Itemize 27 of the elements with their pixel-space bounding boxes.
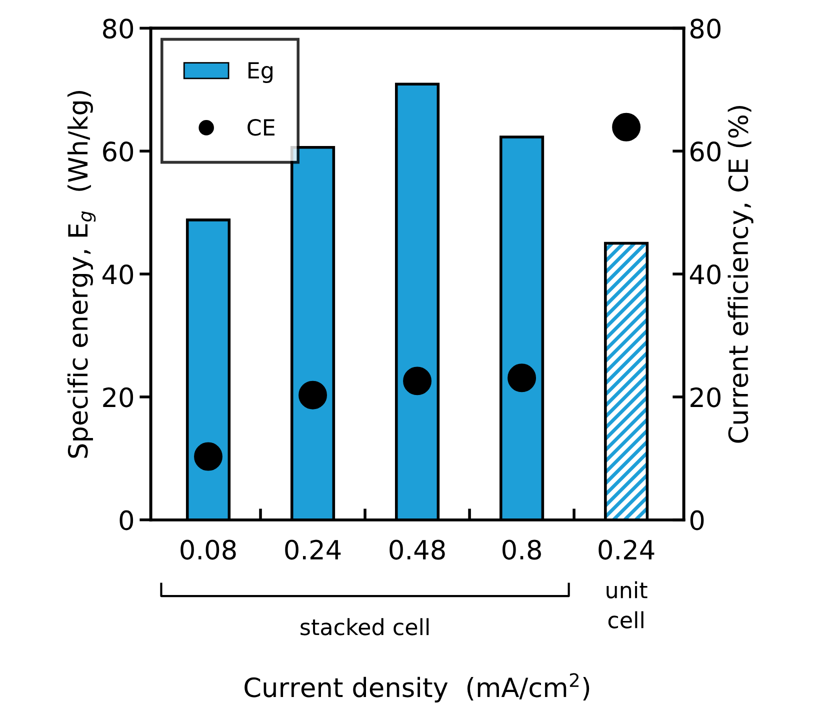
y-tick-label: 40 bbox=[102, 264, 134, 284]
y-tick-label: 20 bbox=[103, 387, 134, 408]
x-tick-label: 0.08 bbox=[180, 540, 236, 560]
legend-label: Eg bbox=[248, 62, 272, 84]
y2-axis-title: Current efficiency, CE (%) bbox=[728, 106, 754, 443]
y2-tick-label: 40 bbox=[690, 264, 720, 284]
y2-tick-label: 60 bbox=[690, 142, 720, 162]
legend-label: CE bbox=[248, 118, 274, 136]
point bbox=[612, 112, 641, 142]
text: unit cell bbox=[606, 581, 648, 628]
x-axis-title: Current density (mA/cm$^{2}$) bbox=[244, 673, 590, 702]
x-tick-label: 0.24 bbox=[598, 540, 654, 560]
y2-tick-label: 80 bbox=[690, 18, 720, 39]
point bbox=[403, 366, 432, 396]
x-tick-label: 0.8 bbox=[502, 540, 541, 560]
point bbox=[298, 380, 327, 410]
y-tick-label: 80 bbox=[103, 18, 134, 39]
text: stacked cell bbox=[300, 618, 429, 636]
y-axis-title: Specific energy, E$_{g}$ (Wh/kg) bbox=[67, 91, 96, 458]
y2-tick-label: 20 bbox=[690, 387, 720, 408]
point bbox=[508, 364, 536, 392]
y-tick-label: 60 bbox=[103, 142, 134, 162]
y-tick-label: 0 bbox=[120, 510, 134, 530]
point bbox=[194, 442, 222, 471]
x-tick-label: 0.24 bbox=[285, 540, 341, 560]
y2-tick-label: 0 bbox=[690, 510, 704, 530]
x-tick-label: 0.48 bbox=[390, 540, 445, 560]
